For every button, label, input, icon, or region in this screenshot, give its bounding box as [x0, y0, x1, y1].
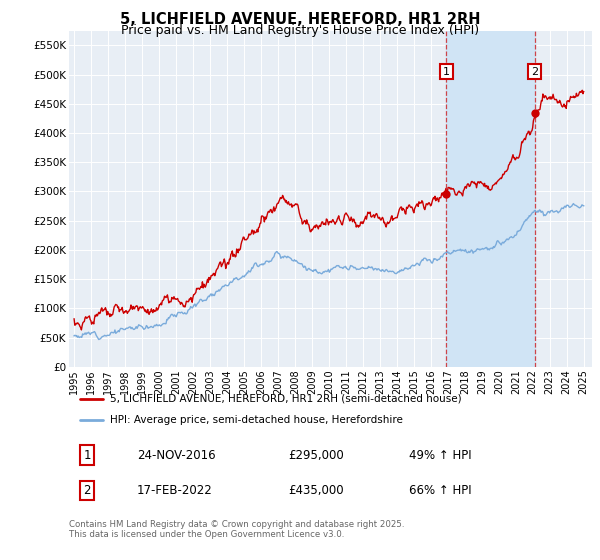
Text: Price paid vs. HM Land Registry's House Price Index (HPI): Price paid vs. HM Land Registry's House … [121, 24, 479, 36]
Text: 49% ↑ HPI: 49% ↑ HPI [409, 449, 472, 462]
Text: 1: 1 [83, 449, 91, 462]
Text: 5, LICHFIELD AVENUE, HEREFORD, HR1 2RH: 5, LICHFIELD AVENUE, HEREFORD, HR1 2RH [120, 12, 480, 27]
Text: £435,000: £435,000 [289, 484, 344, 497]
Text: 2: 2 [531, 67, 538, 77]
Text: 5, LICHFIELD AVENUE, HEREFORD, HR1 2RH (semi-detached house): 5, LICHFIELD AVENUE, HEREFORD, HR1 2RH (… [110, 394, 461, 404]
Text: HPI: Average price, semi-detached house, Herefordshire: HPI: Average price, semi-detached house,… [110, 415, 403, 425]
Text: £295,000: £295,000 [289, 449, 344, 462]
Text: 24-NOV-2016: 24-NOV-2016 [137, 449, 215, 462]
Bar [446, 31, 535, 367]
Text: 17-FEB-2022: 17-FEB-2022 [137, 484, 213, 497]
Text: 2: 2 [83, 484, 91, 497]
Text: 1: 1 [443, 67, 450, 77]
Text: 66% ↑ HPI: 66% ↑ HPI [409, 484, 472, 497]
Text: Contains HM Land Registry data © Crown copyright and database right 2025.
This d: Contains HM Land Registry data © Crown c… [69, 520, 404, 539]
